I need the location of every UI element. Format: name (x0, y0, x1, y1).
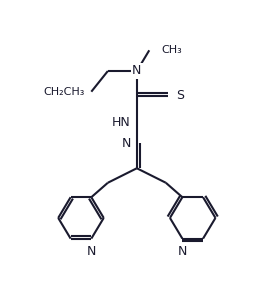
Text: N: N (178, 245, 187, 258)
Text: N: N (87, 245, 96, 258)
Text: HN: HN (112, 116, 131, 129)
Text: CH₂CH₃: CH₂CH₃ (44, 87, 85, 97)
Text: S: S (176, 89, 184, 102)
Text: N: N (121, 137, 131, 150)
Text: N: N (132, 64, 142, 78)
Text: CH₃: CH₃ (162, 45, 182, 55)
